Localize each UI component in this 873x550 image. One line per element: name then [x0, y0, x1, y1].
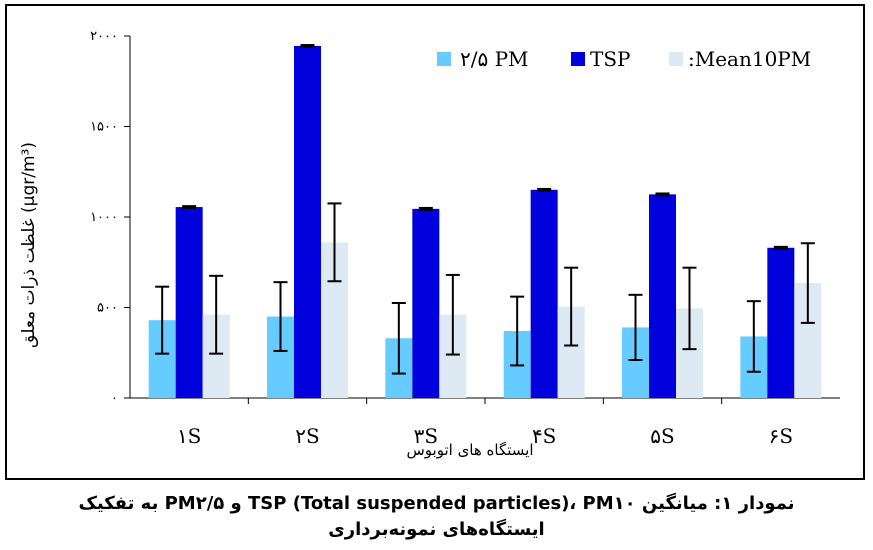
x-tick-label: ۶S	[769, 424, 793, 448]
x-tick-label: ۳S	[414, 424, 438, 448]
bar	[294, 45, 321, 399]
x-tick-label: ۲S	[295, 424, 319, 448]
bar	[175, 207, 203, 398]
figure-caption-line-2: ایستگاه‌های نمونه‌برداری	[328, 519, 545, 540]
legend-swatch	[669, 52, 683, 66]
axes: ۰ ۵۰۰ ۱۰۰۰ ۱۵۰۰ ۲۰۰۰ ۱S ۲S ۳S ۴S ۵S ۶S	[90, 29, 840, 448]
bar	[530, 189, 558, 398]
x-tick-label: ۱S	[177, 424, 201, 448]
bar	[412, 208, 440, 398]
legend-swatch	[437, 52, 451, 66]
x-tick-label: ۵S	[650, 424, 674, 448]
bar	[649, 194, 676, 398]
x-axis-label: ایستگاه های اتوبوس	[406, 441, 533, 459]
legend-label: :Mean10PM	[688, 47, 811, 71]
y-tick-label: ۵۰۰	[97, 301, 118, 316]
chart-plot: ۰ ۵۰۰ ۱۰۰۰ ۱۵۰۰ ۲۰۰۰ ۱S ۲S ۳S ۴S ۵S ۶S ۲/۵ PM TSP :M…	[19, 29, 840, 459]
chart-frame	[5, 4, 865, 480]
legend: ۲/۵ PM TSP :Mean10PM	[437, 47, 811, 71]
y-tick-label: ۲۰۰۰	[90, 29, 118, 44]
y-axis-label: غلظت ذرات معلق (μgr/m³)	[19, 142, 39, 348]
legend-label: TSP	[590, 47, 631, 71]
y-tick-label: ۱۰۰۰	[90, 210, 118, 225]
legend-swatch	[571, 52, 585, 66]
y-tick-label: ۱۵۰۰	[90, 120, 118, 135]
bars	[148, 44, 822, 399]
x-tick-label: ۴S	[532, 424, 556, 448]
bar	[767, 247, 795, 398]
legend-label: ۲/۵ PM	[460, 47, 529, 71]
y-tick-label: ۰	[111, 391, 118, 406]
figure-caption-line-1: نمودار ۱: میانگین TSP (Total suspended p…	[78, 493, 795, 514]
